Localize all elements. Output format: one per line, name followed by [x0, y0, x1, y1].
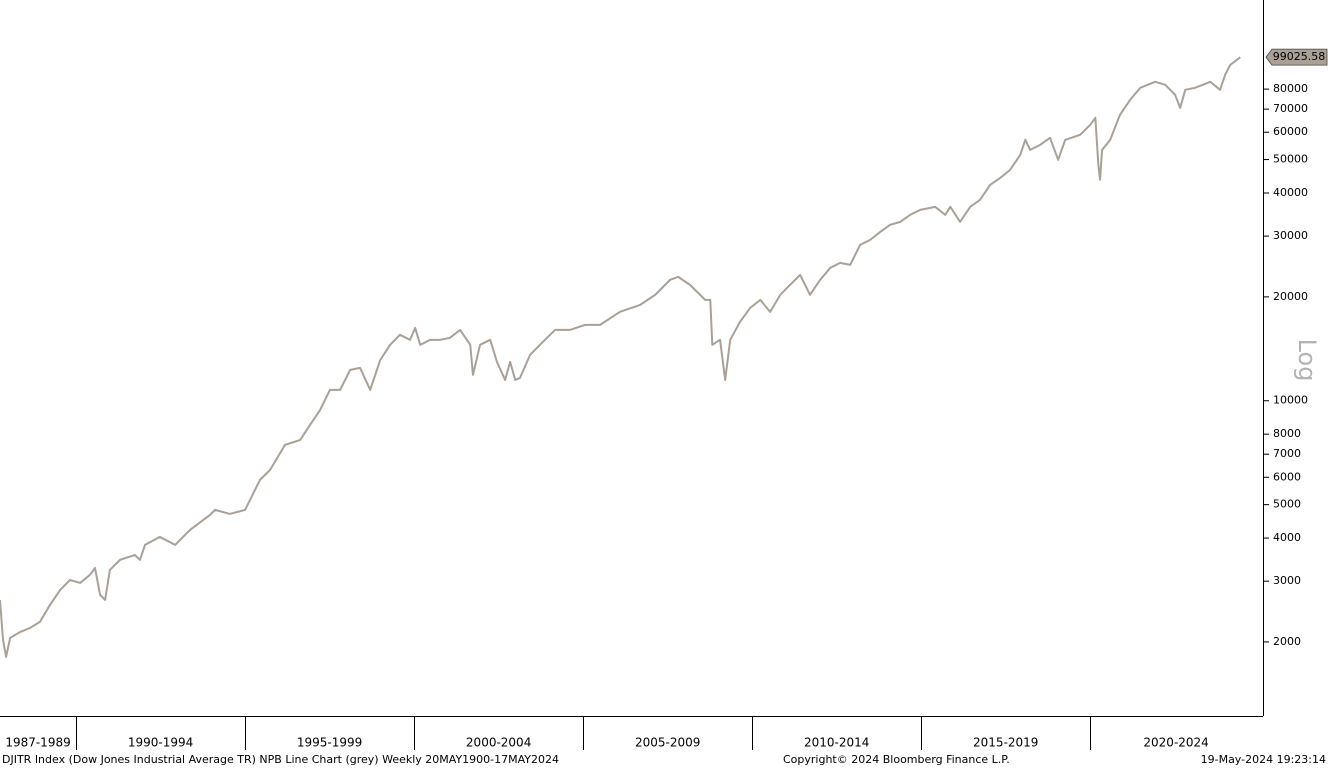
last-value-label: 99025.58 — [1273, 50, 1326, 63]
x-group-label: 1995-1999 — [297, 736, 362, 750]
x-group-label: 2010-2014 — [804, 736, 869, 750]
y-tick-label: 40000 — [1273, 186, 1308, 199]
y-tick-label: 3000 — [1273, 574, 1301, 587]
footer-copyright: Copyright© 2024 Bloomberg Finance L.P. — [783, 753, 1010, 766]
last-value-tag — [1265, 48, 1328, 66]
x-group-label: 2000-2004 — [466, 736, 531, 750]
x-group-label: 1990-1994 — [128, 736, 193, 750]
y-tick-label: 10000 — [1273, 394, 1308, 407]
price-line — [0, 56, 1241, 658]
y-tick-label: 7000 — [1273, 447, 1301, 460]
x-group-label: 1987-1989 — [5, 736, 70, 750]
x-group-label: 2005-2009 — [635, 736, 700, 750]
y-tick-label: 30000 — [1273, 229, 1308, 242]
y-tick-label: 80000 — [1273, 82, 1308, 95]
y-tick-label: 20000 — [1273, 290, 1308, 303]
y-tick-label: 2000 — [1273, 635, 1301, 648]
y-tick-label: 6000 — [1273, 470, 1301, 483]
y-tick-label: 60000 — [1273, 125, 1308, 138]
scale-label: Log — [1293, 339, 1321, 382]
x-group-label: 2015-2019 — [973, 736, 1038, 750]
y-tick-label: 50000 — [1273, 153, 1308, 166]
y-tick-label: 70000 — [1273, 102, 1308, 115]
footer-timestamp: 19-May-2024 19:23:14 — [1201, 753, 1326, 766]
y-tick-label: 5000 — [1273, 498, 1301, 511]
x-group-label: 2020-2024 — [1143, 736, 1208, 750]
y-tick-label: 4000 — [1273, 531, 1301, 544]
footer-description: DJITR Index (Dow Jones Industrial Averag… — [2, 753, 559, 766]
y-tick-label: 8000 — [1273, 427, 1301, 440]
